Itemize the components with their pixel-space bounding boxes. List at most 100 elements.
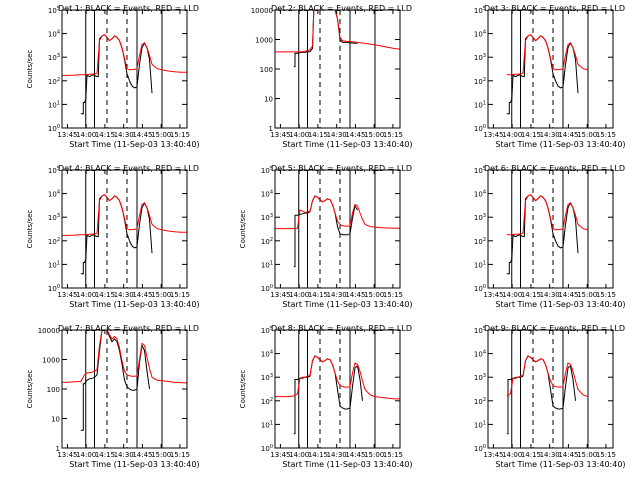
- x-tick-label: 13:45: [483, 291, 503, 299]
- x-tick-label: 14:30: [327, 291, 347, 299]
- series-lld-line: [62, 330, 187, 384]
- x-tick-label: 15:15: [170, 131, 190, 139]
- x-tick-label: 14:15: [95, 131, 115, 139]
- x-axis-label: Start Time (11-Sep-03 13:40:40): [282, 140, 412, 149]
- axes-frame: [61, 169, 188, 289]
- series-events-line: [293, 195, 358, 268]
- x-tick-label: 14:00: [289, 131, 309, 139]
- y-tick-label: 104: [48, 30, 60, 39]
- x-tick-label: 14:00: [502, 131, 522, 139]
- series-lld-line: [62, 194, 187, 236]
- y-tick-label: 100: [260, 66, 273, 74]
- panel-title: Det 6: BLACK = Events, RED = LLD: [484, 164, 625, 173]
- series-lld-line: [275, 355, 400, 400]
- series-lld-line: [506, 194, 589, 236]
- x-tick-label: 14:30: [114, 131, 134, 139]
- y-tick-label: 101: [474, 260, 486, 269]
- y-tick-label: 1: [56, 445, 60, 453]
- x-tick-label: 14:15: [521, 451, 541, 459]
- y-tick-label: 102: [261, 237, 273, 246]
- x-tick-label: 14:30: [327, 451, 347, 459]
- y-axis-label: Counts/sec: [26, 370, 34, 409]
- x-tick-label: 15:00: [151, 451, 171, 459]
- y-tick-label: 101: [48, 260, 60, 269]
- x-tick-label: 15:00: [364, 131, 384, 139]
- x-tick-label: 13:45: [483, 131, 503, 139]
- axes-frame: [487, 169, 614, 289]
- panel-title: Det 9: BLACK = Events, RED = LLD: [484, 324, 625, 333]
- x-tick-label: 14:00: [76, 451, 96, 459]
- series-events-line: [506, 355, 576, 435]
- axes-frame: [274, 9, 401, 129]
- x-tick-label: 14:00: [76, 131, 96, 139]
- x-tick-label: 14:00: [289, 451, 309, 459]
- y-tick-label: 101: [474, 420, 486, 429]
- panel-title: Det 8: BLACK = Events, RED = LLD: [271, 324, 412, 333]
- x-tick-label: 14:45: [132, 451, 152, 459]
- y-tick-label: 100: [48, 284, 60, 293]
- y-tick-label: 10: [51, 416, 60, 424]
- y-tick-label: 103: [474, 373, 486, 382]
- y-tick-label: 102: [474, 77, 486, 86]
- x-axis-label: Start Time (11-Sep-03 13:40:40): [495, 140, 625, 149]
- x-tick-label: 14:00: [76, 291, 96, 299]
- x-tick-label: 15:15: [383, 291, 403, 299]
- x-tick-label: 14:15: [308, 451, 328, 459]
- x-tick-label: 15:15: [170, 291, 190, 299]
- y-tick-label: 104: [261, 190, 273, 199]
- x-tick-label: 15:15: [596, 451, 616, 459]
- x-tick-label: 14:15: [95, 291, 115, 299]
- y-tick-label: 103: [48, 53, 60, 62]
- x-tick-label: 13:45: [57, 291, 77, 299]
- x-tick-label: 14:45: [558, 131, 578, 139]
- x-tick-label: 15:00: [151, 291, 171, 299]
- x-tick-label: 14:45: [132, 291, 152, 299]
- axes-frame: [61, 9, 188, 129]
- y-tick-label: 102: [48, 237, 60, 246]
- y-tick-label: 105: [474, 166, 486, 175]
- panel-title: Det 3: BLACK = Events, RED = LLD: [484, 4, 625, 13]
- x-tick-label: 15:00: [577, 451, 597, 459]
- y-tick-label: 105: [474, 326, 486, 335]
- y-tick-label: 104: [474, 350, 486, 359]
- x-tick-label: 14:30: [540, 451, 560, 459]
- series-lld-line: [62, 34, 187, 76]
- y-tick-label: 103: [474, 213, 486, 222]
- x-axis-label: Start Time (11-Sep-03 13:40:40): [282, 460, 412, 469]
- x-tick-label: 13:45: [270, 131, 290, 139]
- x-tick-label: 14:30: [114, 451, 134, 459]
- axes-frame: [61, 329, 188, 449]
- axes-frame: [487, 9, 614, 129]
- x-axis-label: Start Time (11-Sep-03 13:40:40): [495, 460, 625, 469]
- y-tick-label: 10: [264, 96, 273, 104]
- panel-title: Det 2: BLACK = Events, RED = LLD: [271, 4, 412, 13]
- y-tick-label: 103: [474, 53, 486, 62]
- x-tick-label: 14:30: [540, 131, 560, 139]
- y-tick-label: 103: [48, 213, 60, 222]
- x-axis-label: Start Time (11-Sep-03 13:40:40): [495, 300, 625, 309]
- x-tick-label: 15:15: [170, 451, 190, 459]
- series-events-line: [293, 10, 358, 68]
- y-tick-label: 10000: [251, 7, 273, 15]
- x-tick-label: 14:15: [308, 131, 328, 139]
- x-tick-label: 15:15: [596, 291, 616, 299]
- y-tick-label: 105: [261, 326, 273, 335]
- y-tick-label: 105: [48, 166, 60, 175]
- x-tick-label: 14:30: [327, 131, 347, 139]
- series-events-line: [293, 355, 363, 435]
- x-tick-label: 15:00: [577, 291, 597, 299]
- y-tick-label: 100: [47, 386, 60, 394]
- x-tick-label: 14:45: [345, 451, 365, 459]
- x-tick-label: 14:00: [502, 451, 522, 459]
- x-tick-label: 13:45: [270, 291, 290, 299]
- y-tick-label: 1000: [42, 357, 60, 365]
- y-tick-label: 1000: [255, 37, 273, 45]
- y-tick-label: 10000: [38, 327, 60, 335]
- x-tick-label: 13:45: [57, 451, 77, 459]
